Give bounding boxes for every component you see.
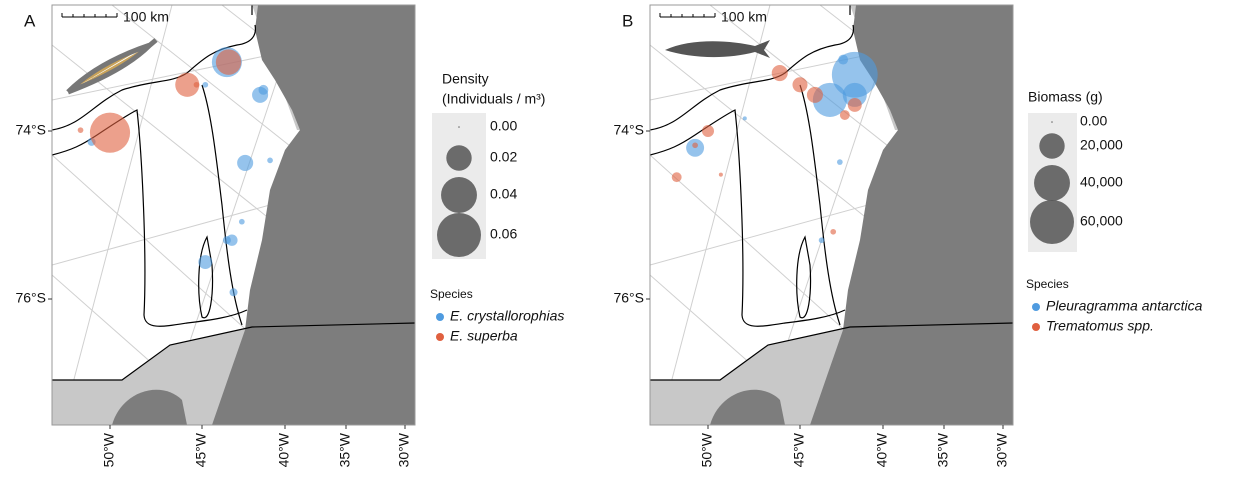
legend-key <box>1032 303 1040 311</box>
krill-icon <box>66 38 158 95</box>
size-legend-title: (Individuals / m³) <box>442 91 545 107</box>
size-key-label: 0.00 <box>1080 113 1107 129</box>
size-key <box>441 177 477 213</box>
bubble <box>198 255 213 269</box>
bubble <box>671 172 682 183</box>
frame <box>51 4 416 426</box>
x-tick-label: 40°W <box>874 432 890 467</box>
bubble <box>818 237 825 244</box>
bubble <box>830 228 837 235</box>
size-key-label: 20,000 <box>1080 137 1123 153</box>
bubble <box>836 159 843 165</box>
scale-bar <box>659 13 716 18</box>
size-key <box>446 145 472 171</box>
bubble <box>771 65 788 82</box>
legend-key <box>436 333 444 341</box>
size-key-label: 0.04 <box>490 186 517 202</box>
x-tick-label: 45°W <box>193 432 209 467</box>
bubble <box>215 49 242 75</box>
legend-label: E. crystallorophias <box>450 308 564 324</box>
x-tick-label: 40°W <box>276 432 292 467</box>
bubble <box>806 86 823 103</box>
size-key <box>1039 133 1065 159</box>
map-b <box>650 5 1013 425</box>
scale-label: 100 km <box>123 9 169 25</box>
bubble <box>847 98 862 112</box>
size-key <box>1034 165 1070 201</box>
size-key-label: 0.02 <box>490 149 517 165</box>
bubble <box>238 218 245 225</box>
bubble <box>838 54 849 65</box>
legend-key <box>436 313 444 321</box>
bubble <box>237 154 254 171</box>
size-key <box>1051 121 1053 123</box>
size-key-label: 0.06 <box>490 226 517 242</box>
legend-label: Pleuragramma antarctica <box>1046 298 1203 314</box>
bubble <box>258 84 269 95</box>
y-tick-label: 76°S <box>613 290 644 306</box>
legend-key <box>1032 323 1040 331</box>
bubble <box>193 81 200 88</box>
legend-label: E. superba <box>450 328 518 344</box>
bubble <box>718 172 723 177</box>
size-key <box>1030 200 1074 244</box>
x-tick-label: 30°W <box>396 432 412 467</box>
size-key-label: 40,000 <box>1080 174 1123 190</box>
bubble <box>175 72 200 97</box>
bubble <box>267 157 273 164</box>
frame <box>649 4 1014 426</box>
size-key <box>437 213 481 257</box>
legend-label: Trematomus spp. <box>1046 318 1154 334</box>
x-tick-label: 35°W <box>337 432 353 467</box>
species-title: Species <box>430 287 473 301</box>
size-key-label: 0.00 <box>490 118 517 134</box>
bubble <box>77 127 84 134</box>
x-tick-label: 35°W <box>935 432 951 467</box>
bubble <box>202 81 209 88</box>
y-tick-label: 74°S <box>15 122 46 138</box>
bubble <box>842 82 867 107</box>
bubble <box>839 110 850 120</box>
bubble <box>222 236 231 245</box>
size-key-label: 60,000 <box>1080 213 1123 229</box>
size-legend-title: Density <box>442 71 489 87</box>
y-tick-label: 76°S <box>15 290 46 306</box>
scale-bar <box>61 13 118 18</box>
x-tick-label: 50°W <box>699 432 715 467</box>
panel-label: A <box>24 11 36 30</box>
bubble <box>742 116 747 121</box>
species-title: Species <box>1026 277 1069 291</box>
bubble <box>692 142 698 149</box>
size-key <box>458 126 460 128</box>
bubble <box>792 77 808 93</box>
bubble <box>89 112 131 153</box>
fish-icon <box>665 40 770 58</box>
scale-label: 100 km <box>721 9 767 25</box>
bubble <box>701 124 715 138</box>
size-legend-title: Biomass (g) <box>1028 89 1103 105</box>
x-tick-label: 45°W <box>791 432 807 467</box>
x-tick-label: 30°W <box>994 432 1010 467</box>
panel-label: B <box>622 11 633 30</box>
x-tick-label: 50°W <box>101 432 117 467</box>
y-tick-label: 74°S <box>613 122 644 138</box>
bubble <box>229 288 238 297</box>
